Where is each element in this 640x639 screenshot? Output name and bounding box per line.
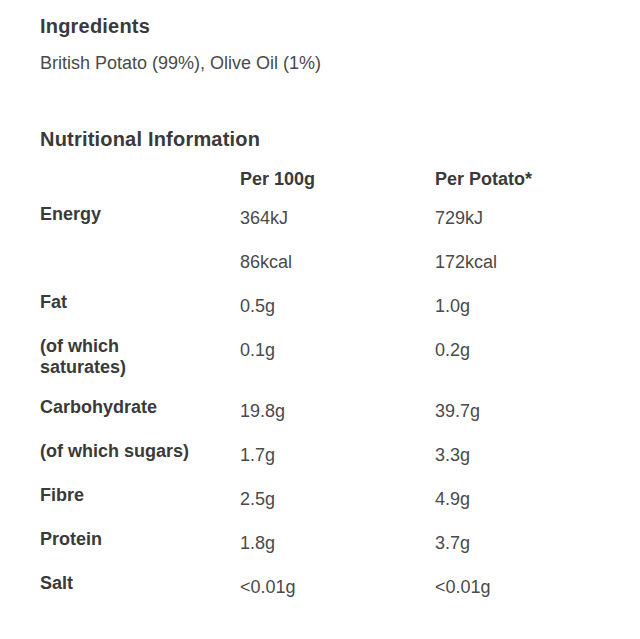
table-row: (of which sugars) 1.7g 3.3g [40,441,610,485]
nutrient-label: Carbohydrate [40,397,240,437]
nutrient-label: Fibre [40,485,240,525]
per-100g-value: 1.8g [240,529,435,573]
per-100g-value: 1.7g [240,441,435,485]
nutrition-heading: Nutritional Information [40,128,610,151]
nutrient-label: Protein [40,529,240,569]
per-potato-value: 729kJ [435,204,610,248]
per-100g-value: 0.5g [240,292,435,336]
nutrient-label: Energy [40,204,240,244]
table-row: Energy 364kJ 729kJ [40,204,610,248]
per-potato-value: <0.01g [435,573,610,617]
per-potato-value: 4.9g [435,485,610,529]
per-potato-value: 3.7g [435,529,610,573]
per-potato-value: 3.3g [435,441,610,485]
nutrition-table: Per 100g Per Potato* Energy 364kJ 729kJ … [40,169,610,617]
table-row: (of which saturates) 0.1g 0.2g [40,336,610,397]
product-info-page: Ingredients British Potato (99%), Olive … [0,0,640,617]
table-row: Fibre 2.5g 4.9g [40,485,610,529]
per-potato-value: 39.7g [435,397,610,441]
ingredients-section: Ingredients British Potato (99%), Olive … [40,15,610,74]
per-100g-column-header: Per 100g [240,169,435,204]
nutrient-label: (of which saturates) [40,336,240,397]
per-potato-value: 172kcal [435,248,610,292]
per-100g-value: <0.01g [240,573,435,617]
table-row: Fat 0.5g 1.0g [40,292,610,336]
table-row: 86kcal 172kcal [40,248,610,292]
nutrient-label: Salt [40,573,240,613]
per-100g-value: 86kcal [240,248,435,292]
table-row: Protein 1.8g 3.7g [40,529,610,573]
ingredients-text: British Potato (99%), Olive Oil (1%) [40,52,610,74]
table-row: Salt <0.01g <0.01g [40,573,610,617]
per-100g-value: 19.8g [240,397,435,441]
ingredients-heading: Ingredients [40,15,610,38]
per-potato-value: 1.0g [435,292,610,336]
per-potato-column-header: Per Potato* [435,169,610,204]
per-100g-value: 364kJ [240,204,435,248]
nutrient-label: (of which sugars) [40,441,240,481]
nutrient-label [40,248,240,267]
table-header-row: Per 100g Per Potato* [40,169,610,204]
per-potato-value: 0.2g [435,336,610,380]
nutrient-column-spacer [40,169,240,188]
nutrition-section: Nutritional Information Per 100g Per Pot… [40,128,610,617]
per-100g-value: 2.5g [240,485,435,529]
nutrient-label: Fat [40,292,240,332]
per-100g-value: 0.1g [240,336,435,380]
table-row: Carbohydrate 19.8g 39.7g [40,397,610,441]
